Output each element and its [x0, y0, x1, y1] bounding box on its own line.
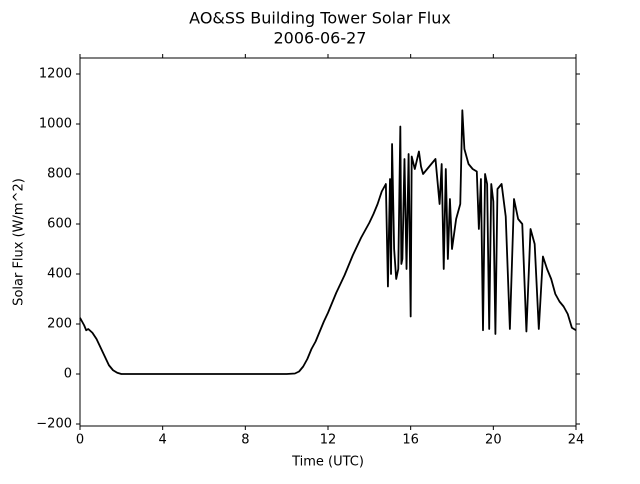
x-tick-label: 0	[76, 433, 84, 448]
x-tick-label: 24	[568, 433, 585, 448]
y-tick-label: 600	[47, 217, 72, 232]
x-tick-label: 4	[159, 433, 167, 448]
x-tick-label: 12	[320, 433, 337, 448]
x-tick-label: 8	[241, 433, 249, 448]
x-tick-label: 20	[485, 433, 502, 448]
y-tick-label: 0	[64, 367, 72, 382]
y-tick-label: −200	[36, 417, 72, 432]
y-tick-label: 800	[47, 167, 72, 182]
y-tick-label: 1000	[39, 117, 72, 132]
y-tick-label: 1200	[39, 67, 72, 82]
chart-title: AO&SS Building Tower Solar Flux	[189, 9, 451, 28]
y-tick-label: 200	[47, 317, 72, 332]
chart-subtitle: 2006-06-27	[274, 29, 367, 48]
data-line	[79, 109, 577, 375]
plot-frame	[79, 57, 577, 427]
y-axis-label: Solar Flux (W/m^2)	[12, 178, 27, 306]
x-tick-label: 16	[402, 433, 419, 448]
y-tick-label: 400	[47, 267, 72, 282]
x-axis-label: Time (UTC)	[291, 455, 364, 470]
